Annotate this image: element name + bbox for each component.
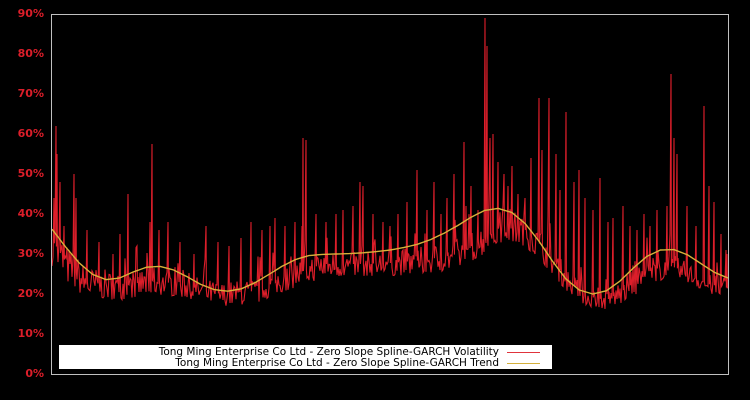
y-tick-label: 0% xyxy=(25,367,44,380)
y-tick-label: 10% xyxy=(17,327,44,340)
y-tick-label: 20% xyxy=(17,287,44,300)
legend-label-trend: Tong Ming Enterprise Co Ltd - Zero Slope… xyxy=(175,357,499,369)
legend-entry-volatility: Tong Ming Enterprise Co Ltd - Zero Slope… xyxy=(159,346,552,358)
plot-area xyxy=(51,17,729,309)
y-tick-label: 80% xyxy=(17,47,44,60)
legend-swatch-volatility xyxy=(507,351,540,353)
legend: Tong Ming Enterprise Co Ltd - Zero Slope… xyxy=(59,345,552,369)
y-tick-label: 50% xyxy=(17,167,44,180)
plot-frame xyxy=(51,14,729,375)
legend-swatch-trend xyxy=(507,362,540,364)
trend-series-line xyxy=(51,207,729,295)
volatility-series-line xyxy=(51,17,729,309)
y-tick-label: 30% xyxy=(17,247,44,260)
y-tick-label: 70% xyxy=(17,87,44,100)
legend-label-volatility: Tong Ming Enterprise Co Ltd - Zero Slope… xyxy=(158,346,499,358)
legend-entry-trend: Tong Ming Enterprise Co Ltd - Zero Slope… xyxy=(175,357,552,369)
y-tick-label: 40% xyxy=(17,207,44,220)
y-tick-label: 90% xyxy=(17,7,44,20)
y-tick-label: 60% xyxy=(17,127,44,140)
